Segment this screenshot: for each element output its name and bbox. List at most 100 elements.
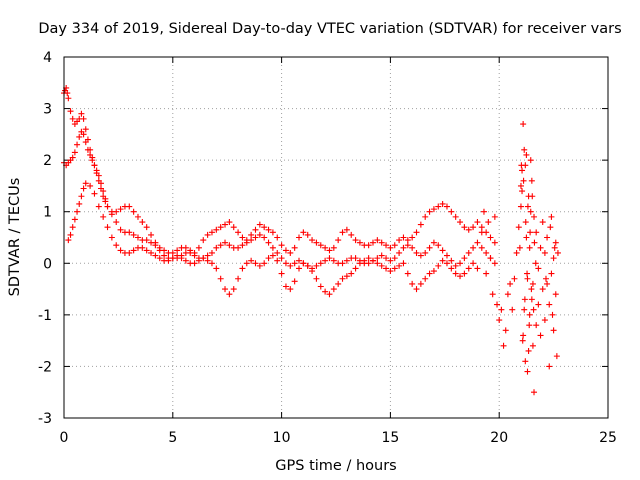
data-point xyxy=(487,255,494,262)
data-point xyxy=(296,257,303,264)
data-point xyxy=(361,257,368,264)
data-point xyxy=(352,265,359,272)
data-point xyxy=(93,167,100,174)
data-point xyxy=(519,188,526,195)
data-point xyxy=(365,255,372,262)
data-point xyxy=(165,257,172,264)
data-point xyxy=(108,234,115,241)
data-point xyxy=(523,234,530,241)
data-point xyxy=(521,146,528,153)
data-point xyxy=(248,257,255,264)
data-point xyxy=(309,237,316,244)
data-point xyxy=(391,265,398,272)
data-point xyxy=(435,203,442,210)
data-point xyxy=(143,237,150,244)
data-point xyxy=(525,347,532,354)
data-point xyxy=(156,247,163,254)
data-point xyxy=(222,286,229,293)
data-point xyxy=(470,260,477,267)
data-point xyxy=(530,306,537,313)
data-point xyxy=(82,126,89,133)
data-point xyxy=(126,203,133,210)
data-point xyxy=(404,237,411,244)
data-point xyxy=(527,157,534,164)
data-point xyxy=(174,252,181,259)
data-point xyxy=(539,219,546,226)
data-point xyxy=(547,224,554,231)
data-point xyxy=(67,231,74,238)
y-tick-label: 1 xyxy=(43,205,52,221)
data-point xyxy=(148,231,155,238)
data-point xyxy=(485,219,492,226)
data-point xyxy=(374,260,381,267)
data-point xyxy=(208,229,215,236)
data-point xyxy=(274,257,281,264)
data-point xyxy=(413,249,420,256)
data-point xyxy=(269,252,276,259)
data-point xyxy=(117,206,124,213)
data-point xyxy=(457,273,464,280)
data-point xyxy=(352,237,359,244)
data-point xyxy=(343,273,350,280)
data-point xyxy=(409,244,416,251)
data-point xyxy=(518,162,525,169)
data-point xyxy=(239,234,246,241)
data-point xyxy=(282,260,289,267)
data-point xyxy=(113,219,120,226)
x-tick-label: 25 xyxy=(599,430,617,446)
data-point xyxy=(256,221,263,228)
data-point xyxy=(529,280,536,287)
data-point xyxy=(551,244,558,251)
data-point xyxy=(74,208,81,215)
data-point xyxy=(531,389,538,396)
data-point xyxy=(500,342,507,349)
data-point xyxy=(69,154,76,161)
data-point xyxy=(235,275,242,282)
data-point xyxy=(235,244,242,251)
data-point xyxy=(74,141,81,148)
data-point xyxy=(550,255,557,262)
data-point xyxy=(516,244,523,251)
data-point xyxy=(322,244,329,251)
data-point xyxy=(430,268,437,275)
data-point xyxy=(261,224,268,231)
data-point xyxy=(457,260,464,267)
data-point xyxy=(208,249,215,256)
data-point xyxy=(519,167,526,174)
data-point xyxy=(378,239,385,246)
y-tick-label: -2 xyxy=(38,359,52,375)
data-point xyxy=(208,260,215,267)
x-axis-label: GPS time / hours xyxy=(275,458,396,474)
data-point xyxy=(387,244,394,251)
data-point xyxy=(524,270,531,277)
data-point xyxy=(282,247,289,254)
y-tick-label: 2 xyxy=(43,153,52,169)
data-point xyxy=(296,265,303,272)
data-point xyxy=(413,229,420,236)
data-point xyxy=(78,110,85,117)
data-point xyxy=(226,291,233,298)
data-point xyxy=(91,162,98,169)
data-point xyxy=(383,265,390,272)
data-point xyxy=(430,239,437,246)
data-point xyxy=(95,172,102,179)
data-point xyxy=(291,278,298,285)
data-point xyxy=(71,216,78,223)
data-point xyxy=(548,213,555,220)
data-point xyxy=(474,265,481,272)
data-point xyxy=(435,242,442,249)
data-point xyxy=(519,337,526,344)
data-point xyxy=(269,244,276,251)
data-point xyxy=(541,317,548,324)
data-point xyxy=(348,231,355,238)
data-point xyxy=(409,280,416,287)
data-point xyxy=(148,239,155,246)
data-point xyxy=(100,188,107,195)
data-point xyxy=(326,291,333,298)
data-point xyxy=(213,226,220,233)
data-point xyxy=(87,182,94,189)
data-point xyxy=(239,242,246,249)
data-point xyxy=(317,260,324,267)
data-point xyxy=(78,193,85,200)
data-point xyxy=(470,224,477,231)
